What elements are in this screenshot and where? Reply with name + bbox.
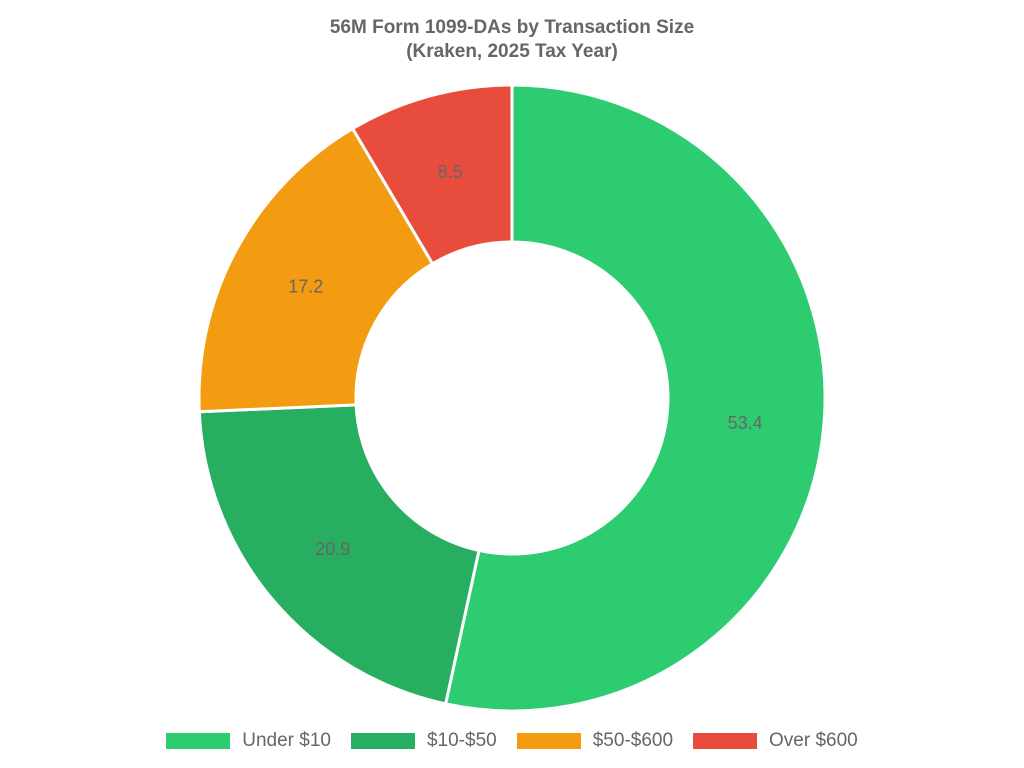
chart-title-line2: (Kraken, 2025 Tax Year) — [406, 41, 618, 62]
chart-title: 56M Form 1099-DAs by Transaction Size (K… — [0, 16, 1024, 64]
donut-segment-under-10[interactable] — [443, 83, 827, 713]
segment-value-label: 20.9 — [315, 539, 350, 559]
donut-segment-over-600[interactable] — [350, 83, 514, 266]
chart-legend: Under $10 $10-$50 $50-$600 Over $600 — [0, 730, 1024, 752]
donut-labels: 53.4 20.9 17.2 8.5 — [288, 162, 762, 559]
legend-item-50-600[interactable]: $50-$600 — [516, 730, 674, 752]
legend-label: Under $10 — [242, 730, 331, 751]
legend-swatch — [516, 733, 581, 749]
donut-segments — [197, 83, 827, 713]
legend-item-under-10[interactable]: Under $10 — [166, 730, 331, 752]
legend-label: $50-$600 — [592, 730, 674, 751]
donut-segment-10-50[interactable] — [197, 403, 481, 706]
legend-item-over-600[interactable]: Over $600 — [693, 730, 858, 752]
donut-segment-50-600[interactable] — [197, 126, 435, 414]
segment-value-label: 53.4 — [728, 413, 763, 433]
chart-title-line1: 56M Form 1099-DAs by Transaction Size — [329, 17, 695, 38]
legend-item-10-50[interactable]: $10-$50 — [350, 730, 497, 752]
legend-label: Over $600 — [769, 730, 858, 751]
legend-label: $10-$50 — [426, 730, 497, 751]
legend-swatch — [350, 733, 415, 749]
legend-swatch — [693, 733, 758, 749]
legend-swatch — [166, 733, 231, 749]
segment-value-label: 8.5 — [438, 162, 463, 182]
segment-value-label: 17.2 — [288, 276, 323, 296]
